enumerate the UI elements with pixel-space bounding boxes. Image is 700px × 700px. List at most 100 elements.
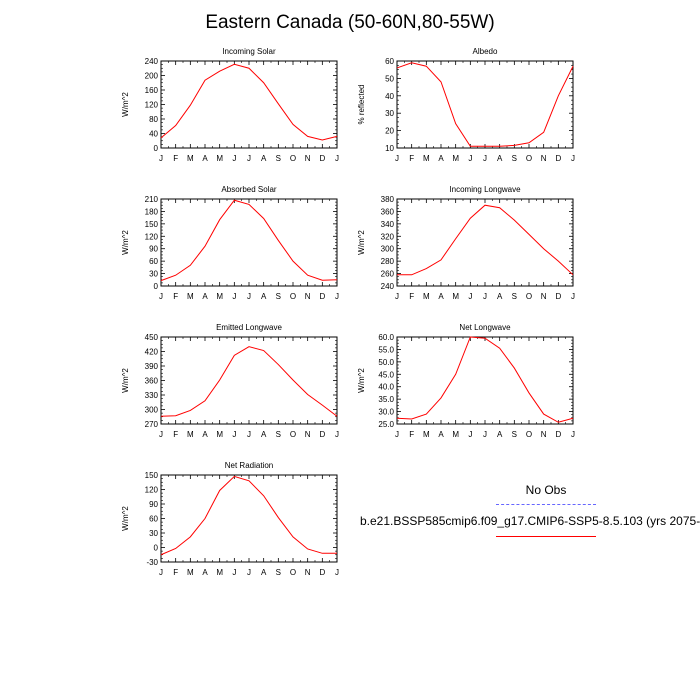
y-tick-label: 180 [145, 207, 159, 216]
x-tick-label: J [159, 568, 163, 577]
x-tick-label: S [512, 430, 517, 439]
panel-title: Emitted Longwave [216, 323, 282, 332]
y-axis-label: W/m^2 [357, 368, 366, 393]
x-tick-label: O [526, 292, 532, 301]
x-tick-label: S [512, 292, 517, 301]
x-tick-label: M [452, 154, 459, 163]
x-tick-label: D [319, 430, 325, 439]
x-tick-label: J [335, 292, 339, 301]
legend-obs-line [496, 504, 596, 505]
x-tick-label: J [247, 154, 251, 163]
x-tick-label: J [571, 292, 575, 301]
panel-title: Net Radiation [225, 461, 273, 470]
x-tick-label: M [452, 292, 459, 301]
y-tick-label: 30.0 [378, 408, 394, 417]
y-tick-label: 280 [381, 257, 395, 266]
series-line [160, 346, 338, 417]
x-tick-label: M [423, 430, 430, 439]
y-tick-label: 20 [385, 127, 394, 136]
y-tick-label: 30 [149, 270, 158, 279]
y-axis-label: W/m^2 [357, 230, 366, 255]
panel-title: Incoming Solar [222, 47, 276, 56]
x-tick-label: F [173, 292, 178, 301]
y-tick-label: 90 [149, 245, 158, 254]
x-tick-label: N [541, 292, 547, 301]
y-tick-label: 380 [381, 195, 395, 204]
x-tick-label: J [232, 430, 236, 439]
y-tick-label: 300 [145, 406, 159, 415]
x-tick-label: J [232, 154, 236, 163]
x-tick-label: M [423, 154, 430, 163]
x-tick-label: J [335, 154, 339, 163]
x-tick-label: J [247, 568, 251, 577]
y-tick-label: 120 [145, 101, 159, 110]
panel-title: Absorbed Solar [221, 185, 276, 194]
y-tick-label: 25.0 [378, 420, 394, 429]
x-tick-label: J [247, 292, 251, 301]
y-tick-label: 340 [381, 220, 395, 229]
x-tick-label: F [409, 292, 414, 301]
x-tick-label: J [335, 568, 339, 577]
x-tick-label: O [290, 154, 296, 163]
y-tick-label: 210 [145, 195, 159, 204]
x-tick-label: M [216, 568, 223, 577]
x-tick-label: F [409, 154, 414, 163]
x-tick-label: S [276, 292, 281, 301]
x-tick-label: S [276, 568, 281, 577]
x-tick-label: D [319, 292, 325, 301]
x-tick-label: J [571, 154, 575, 163]
y-tick-label: 320 [381, 232, 395, 241]
y-tick-label: 300 [381, 245, 395, 254]
panel-title: Net Longwave [459, 323, 511, 332]
x-tick-label: A [261, 154, 267, 163]
y-tick-label: 240 [381, 282, 395, 291]
x-tick-label: A [497, 154, 503, 163]
x-tick-label: A [438, 292, 444, 301]
y-tick-label: 260 [381, 270, 395, 279]
y-tick-label: 50.0 [378, 358, 394, 367]
y-tick-label: 50 [385, 74, 394, 83]
x-tick-label: N [541, 430, 547, 439]
series-line [396, 62, 574, 147]
y-tick-label: 40.0 [378, 383, 394, 392]
x-tick-label: J [571, 430, 575, 439]
y-tick-label: 40 [385, 92, 394, 101]
x-tick-label: M [216, 154, 223, 163]
x-tick-label: S [276, 430, 281, 439]
x-tick-label: M [452, 430, 459, 439]
x-tick-label: A [261, 292, 267, 301]
series-line [160, 199, 338, 282]
x-tick-label: N [305, 154, 311, 163]
x-tick-label: J [232, 568, 236, 577]
y-tick-label: 80 [149, 115, 158, 124]
x-tick-label: O [290, 568, 296, 577]
x-tick-label: A [202, 430, 208, 439]
x-tick-label: A [202, 292, 208, 301]
y-tick-label: 40 [149, 130, 158, 139]
x-tick-label: O [290, 430, 296, 439]
x-tick-label: J [159, 292, 163, 301]
y-tick-label: 120 [145, 232, 159, 241]
y-tick-label: 450 [145, 333, 159, 342]
x-tick-label: J [468, 292, 472, 301]
x-tick-label: A [202, 154, 208, 163]
plot-frame [396, 60, 574, 149]
y-tick-label: 90 [149, 500, 158, 509]
x-tick-label: M [187, 154, 194, 163]
y-tick-label: 360 [381, 207, 395, 216]
x-tick-label: J [232, 292, 236, 301]
x-tick-label: J [468, 430, 472, 439]
y-tick-label: 0 [154, 282, 159, 291]
x-tick-label: A [497, 292, 503, 301]
y-tick-label: 270 [145, 420, 159, 429]
y-tick-label: 390 [145, 362, 159, 371]
x-tick-label: M [187, 430, 194, 439]
x-tick-label: D [555, 430, 561, 439]
x-tick-label: D [319, 154, 325, 163]
series-line [160, 475, 337, 556]
x-tick-label: D [555, 154, 561, 163]
x-tick-label: F [173, 568, 178, 577]
